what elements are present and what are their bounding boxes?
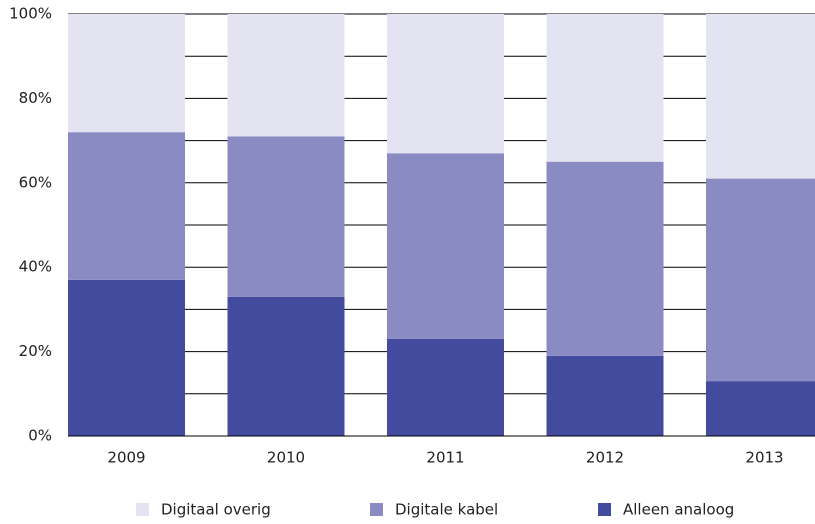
bar-segment [68, 14, 185, 133]
legend-label: Digitale kabel [395, 501, 498, 519]
legend-label: Alleen analoog [623, 501, 734, 519]
y-tick-label: 100% [9, 5, 52, 23]
legend-swatch [136, 503, 149, 516]
bar-segment [546, 355, 664, 436]
bar-segment [387, 338, 504, 436]
y-tick-label: 80% [19, 89, 52, 107]
x-tick-label: 2013 [745, 449, 783, 467]
legend-swatch [370, 503, 383, 516]
bar-segment [227, 14, 345, 137]
bar-segment [68, 132, 185, 280]
bar-segment [706, 381, 815, 436]
y-tick-label: 20% [19, 342, 52, 360]
bar-segment [546, 161, 664, 356]
y-tick-label: 0% [28, 427, 52, 445]
legend-swatch [598, 503, 611, 516]
y-tick-label: 40% [19, 258, 52, 276]
bar-segment [706, 178, 815, 382]
x-tick-label: 2012 [586, 449, 624, 467]
bar-segment [387, 153, 504, 339]
bar-segment [546, 14, 664, 162]
bar-segment [387, 14, 504, 154]
x-tick-label: 2011 [426, 449, 464, 467]
bar-segment [706, 14, 815, 179]
bar-segment [68, 279, 185, 436]
bar-segment [227, 296, 345, 436]
x-tick-label: 2010 [267, 449, 305, 467]
bar-segment [227, 136, 345, 297]
legend-label: Digitaal overig [161, 501, 271, 519]
x-tick-label: 2009 [107, 449, 145, 467]
y-tick-label: 60% [19, 173, 52, 191]
